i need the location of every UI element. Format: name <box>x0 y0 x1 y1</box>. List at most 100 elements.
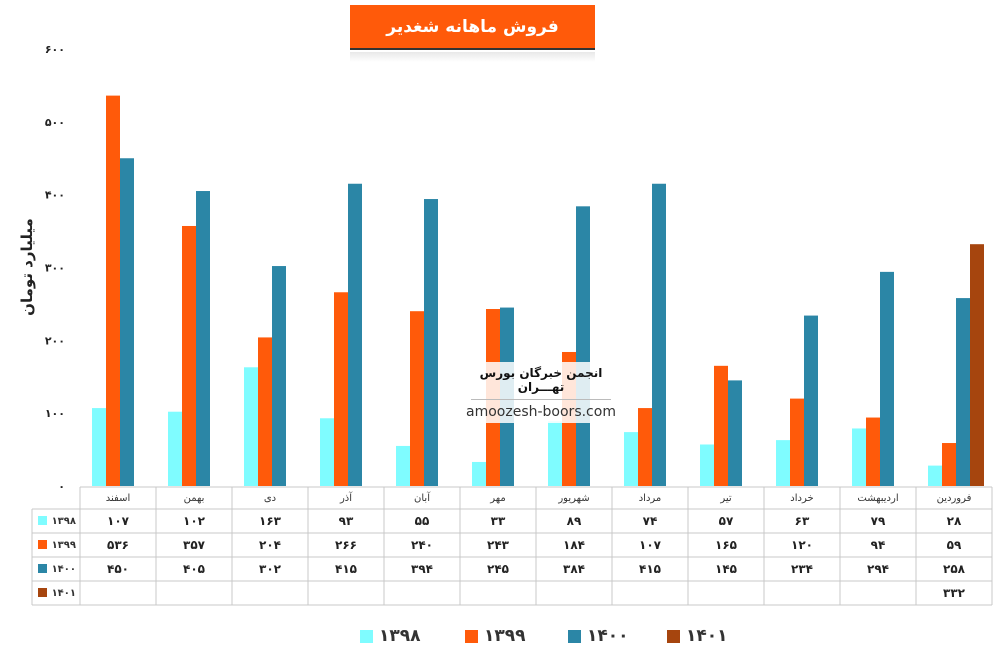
bar-1400-4 <box>652 183 666 486</box>
data-label: ۹۴ <box>871 538 886 552</box>
data-label: ۳۵۷ <box>183 538 206 552</box>
bar-1398-9 <box>244 367 258 486</box>
y-tick-label: ۰ <box>58 480 65 493</box>
category-label: بهمن <box>184 493 205 504</box>
y-tick-label: ۶۰۰ <box>45 43 65 56</box>
y-tick-label: ۳۰۰ <box>45 262 65 275</box>
table-series-name: ۱۳۹۹ <box>52 540 76 551</box>
data-label: ۲۴۰ <box>411 538 433 552</box>
data-label: ۴۱۵ <box>639 562 661 576</box>
bar-1400-1 <box>880 271 894 486</box>
data-label: ۱۶۵ <box>715 538 737 552</box>
data-label: ۱۶۳ <box>259 514 282 528</box>
bar-1399-3 <box>714 365 728 486</box>
legend-label-1398: ۱۳۹۸ <box>379 626 421 646</box>
category-label: اسفند <box>106 493 130 504</box>
data-label: ۵۷ <box>719 514 734 528</box>
table-series-name: ۱۴۰۰ <box>52 564 76 575</box>
bar-1398-7 <box>396 445 410 486</box>
table-legend-key-1401 <box>38 588 47 597</box>
table-legend-key-1399 <box>38 540 47 549</box>
legend-swatch-1401 <box>667 629 680 643</box>
data-label: ۱۸۴ <box>563 538 585 552</box>
bar-1398-6 <box>472 461 486 486</box>
legend-label-1401: ۱۴۰۱ <box>686 626 728 646</box>
data-label: ۴۱۵ <box>335 562 357 576</box>
legend-label-1399: ۱۳۹۹ <box>484 626 526 646</box>
data-label: ۲۸ <box>947 514 962 528</box>
data-label: ۴۰۵ <box>183 562 205 576</box>
bar-1398-1 <box>852 428 866 486</box>
category-label: اردیبهشت <box>857 493 898 504</box>
data-label: ۴۵۰ <box>107 562 129 576</box>
category-label: تیر <box>719 493 732 504</box>
data-label: ۲۰۴ <box>259 538 281 552</box>
data-label: ۳۳۲ <box>943 586 966 600</box>
data-label: ۲۳۴ <box>791 562 813 576</box>
table-legend-key-1398 <box>38 516 47 525</box>
bar-1399-0 <box>942 443 956 486</box>
bar-1399-9 <box>258 337 272 486</box>
bar-1399-4 <box>638 408 652 486</box>
category-label: آبان <box>414 491 431 504</box>
bar-1399-1 <box>866 417 880 486</box>
watermark-divider <box>471 399 611 400</box>
data-label: ۱۰۷ <box>107 514 130 528</box>
bar-1398-11 <box>92 408 106 486</box>
data-label: ۲۵۸ <box>943 562 966 576</box>
bar-1400-0 <box>956 298 970 486</box>
y-axis-label: میلیارد تومان <box>18 218 36 316</box>
data-label: ۷۴ <box>643 514 658 528</box>
bar-1400-9 <box>272 266 286 486</box>
bar-1399-10 <box>182 225 196 487</box>
category-label: مهر <box>489 493 505 504</box>
legend-label-1400: ۱۴۰۰ <box>587 626 629 646</box>
data-label: ۲۴۳ <box>487 538 510 552</box>
category-label: آذر <box>339 491 353 504</box>
watermark-line1: انجمن خبرگان بورس تهـــران <box>479 366 603 394</box>
bar-1401-0 <box>970 244 984 486</box>
title-shadow <box>350 52 595 62</box>
category-label: خرداد <box>790 493 813 504</box>
bar-1399-11 <box>106 95 120 486</box>
y-tick-label: ۲۰۰ <box>45 334 65 347</box>
watermark: انجمن خبرگان بورس تهـــران amoozesh-boor… <box>461 362 621 423</box>
bar-1400-5 <box>576 206 590 486</box>
bar-1398-4 <box>624 432 638 486</box>
data-label: ۳۰۲ <box>259 562 282 576</box>
y-tick-label: ۵۰۰ <box>45 116 65 129</box>
data-label: ۲۴۵ <box>487 562 509 576</box>
bar-1400-10 <box>196 191 210 486</box>
category-label: فروردین <box>937 493 972 504</box>
table-series-name: ۱۳۹۸ <box>52 516 76 527</box>
category-label: دی <box>264 493 276 504</box>
legend-item-1401: ۱۴۰۱ <box>667 626 728 646</box>
data-label: ۹۳ <box>339 514 354 528</box>
bar-1400-7 <box>424 199 438 486</box>
data-label: ۱۰۷ <box>639 538 662 552</box>
y-tick-label: ۱۰۰ <box>45 407 65 420</box>
data-label: ۵۵ <box>415 514 430 528</box>
legend: ۱۳۹۸ ۱۳۹۹ ۱۴۰۰ ۱۴۰۱ <box>0 624 1002 650</box>
legend-swatch-1399 <box>465 629 478 643</box>
chart-title: فروش ماهانه شغدیر <box>350 5 595 50</box>
bar-1400-11 <box>120 158 134 486</box>
legend-item-1398: ۱۳۹۸ <box>360 626 421 646</box>
data-label: ۲۹۴ <box>867 562 889 576</box>
data-label: ۶۳ <box>795 514 810 528</box>
legend-item-1400: ۱۴۰۰ <box>568 626 629 646</box>
bar-1400-2 <box>804 315 818 486</box>
data-label: ۵۳۶ <box>107 538 129 552</box>
legend-swatch-1400 <box>568 629 581 643</box>
bar-1399-2 <box>790 398 804 486</box>
data-label: ۷۹ <box>871 514 886 528</box>
data-label: ۱۴۵ <box>715 562 737 576</box>
watermark-line2: amoozesh-boors.com <box>466 404 616 420</box>
table-legend-key-1400 <box>38 564 47 573</box>
bar-1400-3 <box>728 380 742 486</box>
data-label: ۳۳ <box>491 514 506 528</box>
bar-1399-7 <box>410 311 424 486</box>
bar-1400-8 <box>348 183 362 486</box>
table-series-name: ۱۴۰۱ <box>52 588 76 599</box>
